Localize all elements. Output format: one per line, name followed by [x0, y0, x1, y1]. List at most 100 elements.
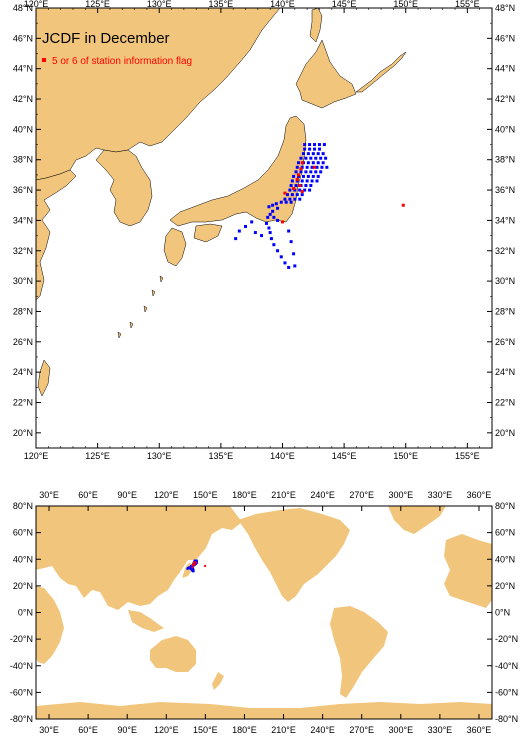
lon-tick-label: 130°E: [147, 0, 172, 9]
station-point: [294, 170, 298, 174]
station-point: [283, 197, 287, 201]
australia: [150, 636, 196, 672]
flagged-station-point: [297, 173, 301, 177]
station-point: [289, 200, 293, 204]
station-point: [272, 215, 276, 219]
kyushu: [163, 227, 187, 267]
lon-tick-label: 30°E: [39, 725, 59, 735]
china-coast: [36, 169, 77, 301]
station-point: [295, 193, 299, 197]
station-point: [276, 218, 280, 222]
station-point: [310, 179, 314, 183]
station-point: [274, 202, 278, 206]
station-point: [297, 174, 301, 178]
lat-tick-label: 42°N: [13, 94, 33, 104]
flagged-station-point: [193, 563, 196, 566]
shikoku: [193, 223, 223, 243]
lon-tick-label: 135°E: [209, 451, 234, 461]
station-point: [271, 209, 275, 213]
station-point: [266, 215, 270, 219]
lon-tick-label: 120°E: [154, 725, 179, 735]
station-point: [299, 156, 303, 160]
station-point: [313, 143, 317, 147]
station-point: [284, 200, 288, 204]
station-point: [325, 165, 329, 169]
lat-tick-label: 24°N: [495, 367, 515, 377]
lat-tick-label: 34°N: [13, 215, 33, 225]
lon-tick-label: 140°E: [270, 451, 295, 461]
station-point: [300, 179, 304, 183]
lat-tick-label: 26°N: [495, 337, 515, 347]
lon-tick-label: 150°E: [193, 725, 218, 735]
station-point: [276, 206, 280, 210]
station-point: [298, 188, 302, 192]
ryukyu-islands: [117, 275, 164, 339]
lon-tick-label: 270°E: [349, 725, 374, 735]
lat-tick-label: 36°N: [13, 185, 33, 195]
station-point: [316, 152, 320, 156]
flagged-station-point: [298, 184, 302, 188]
station-point: [234, 237, 238, 241]
global-station-markers: [186, 559, 207, 573]
lon-tick-label: 155°E: [455, 451, 480, 461]
lat-tick-label: 40°N: [495, 554, 515, 564]
station-point: [322, 143, 326, 147]
lat-tick-label: 0°N: [495, 608, 510, 618]
lon-tick-label: 240°E: [310, 725, 335, 735]
station-point: [192, 569, 195, 572]
lat-tick-label: 80°N: [495, 501, 515, 511]
station-point: [303, 143, 307, 147]
lat-tick-label: 40°N: [495, 124, 515, 134]
global-map: 30°E 30°E 60°E 60°E 90°E 90°E 120°E 120°E 150°E 1…: [10, 490, 518, 735]
lat-tick-label: 38°N: [495, 155, 515, 165]
lon-tick-label: 125°E: [85, 0, 110, 9]
lat-tick-label: -80°N: [10, 714, 33, 724]
lat-tick-label: 60°N: [495, 528, 515, 538]
station-markers: [234, 143, 405, 269]
lat-tick-label: 30°N: [495, 276, 515, 286]
lat-tick-label: 0°N: [18, 608, 33, 618]
lat-tick-label: -40°N: [495, 661, 518, 671]
station-point: [269, 237, 273, 241]
lat-tick-label: -20°N: [495, 634, 518, 644]
lat-tick-label: 44°N: [13, 64, 33, 74]
lon-tick-label: 90°E: [117, 725, 137, 735]
station-point: [304, 184, 308, 188]
station-point: [289, 240, 293, 244]
station-point: [309, 170, 313, 174]
station-point: [324, 156, 328, 160]
flagged-station-point: [313, 165, 317, 169]
station-point: [250, 220, 254, 224]
lat-tick-label: 46°N: [495, 33, 515, 43]
station-point: [288, 188, 292, 192]
lon-tick-label: 145°E: [332, 451, 357, 461]
station-point: [290, 193, 294, 197]
station-point: [304, 170, 308, 174]
station-point: [303, 188, 307, 192]
station-point: [305, 165, 309, 169]
station-point: [320, 165, 324, 169]
station-point: [311, 174, 315, 178]
lat-tick-label: 20°N: [495, 581, 515, 591]
flagged-station-point: [283, 191, 287, 195]
lon-tick-label: 135°E: [209, 0, 234, 9]
antarctica: [36, 702, 492, 719]
station-point: [237, 229, 241, 233]
flagged-station-point: [191, 566, 194, 569]
station-point: [279, 200, 283, 204]
lat-tick-label: 28°N: [13, 306, 33, 316]
station-point: [294, 184, 298, 188]
lat-tick-label: 22°N: [495, 397, 515, 407]
lon-tick-label: 60°E: [78, 490, 98, 500]
lon-tick-label: 360°E: [467, 725, 492, 735]
station-point: [303, 147, 307, 151]
station-point: [268, 231, 272, 235]
station-point: [189, 567, 192, 570]
station-point: [315, 165, 319, 169]
station-point: [317, 143, 321, 147]
lat-tick-label: 28°N: [495, 306, 515, 316]
lon-tick-label: 240°E: [310, 490, 335, 500]
station-point: [319, 170, 323, 174]
station-point: [304, 156, 308, 160]
